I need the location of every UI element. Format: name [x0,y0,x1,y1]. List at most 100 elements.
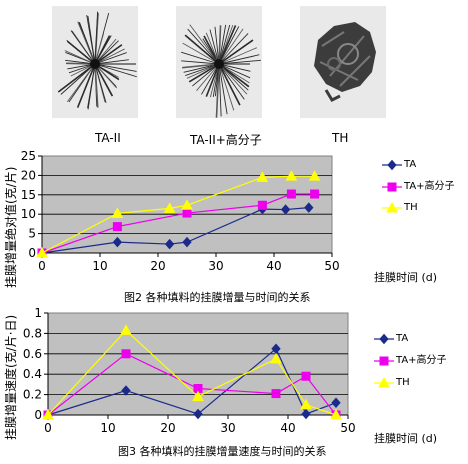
legend-label: TA+高分子 [404,181,455,192]
legend-marker [378,376,390,388]
strand [70,30,96,65]
y-tick-label: 0.8 [23,326,42,340]
y-tick-label: 0 [34,408,42,422]
strand [218,63,251,72]
strand [94,63,118,89]
strand [64,50,96,65]
data-point [164,238,175,250]
strand [94,38,117,65]
chart-fig2-xlabel: 挂膜时间 (d) [374,271,438,284]
strand [188,63,220,83]
strand [201,63,220,95]
strand [218,39,254,65]
chart-fig3: 0 0.2 0.4 0.6 0.8 1 0 10 20 30 40 50 [0,305,468,464]
data-point [163,202,176,213]
y-tick-label: 10 [21,207,36,221]
strand [181,60,220,65]
strand [214,26,220,65]
strand [218,63,235,111]
data-point [310,189,320,199]
strand [218,54,260,65]
data-point [271,389,281,399]
strand [65,59,96,65]
strand [94,63,137,78]
data-point [182,208,192,218]
strand [209,29,220,65]
y-tick-label: 0.4 [23,367,42,381]
core [214,59,224,69]
legend-label: TA+高分子 [396,355,447,366]
series-line [47,353,337,416]
x-tick-label: 20 [150,259,165,273]
data-point [301,408,311,420]
strand [86,15,96,65]
x-tick-label: 30 [208,259,223,273]
strand [185,63,220,76]
data-point [120,324,132,335]
strand [94,33,105,65]
strand [183,63,220,73]
data-point [182,236,192,248]
x-tick-label: 0 [38,259,46,273]
strand [66,40,96,65]
photo-ta2-polymer [176,6,262,118]
strand [218,59,261,65]
strand [182,63,220,69]
chart-fig2-svg: 0 5 10 15 20 25 0 10 20 30 40 50 [21,149,340,273]
y-tick-label: 0.2 [23,388,42,402]
strand [218,26,240,65]
strand [87,63,96,110]
chart-fig3-xlabel: 挂膜时间 (d) [374,432,438,445]
strand [189,24,220,65]
x-tick-label: 50 [324,259,339,273]
chart-fig3-caption: 图3 各种填料的挂膜增量速度与时间的关系 [118,445,327,458]
chart-fig2: 0 5 10 15 20 25 0 10 20 30 40 50 [0,149,468,300]
y-tick-label: 25 [21,149,36,163]
x-tick-label: 10 [92,259,107,273]
legend-label: TA [404,159,417,170]
series-line [47,347,337,416]
strand [94,48,125,65]
data-point [121,385,131,396]
strand [94,52,127,65]
data-point [331,397,341,409]
strand [77,21,96,65]
data-point [308,170,321,181]
data-point [112,236,123,248]
data-point [112,222,122,232]
strand [205,63,220,97]
strand [218,25,222,65]
strand [218,63,228,115]
carrier-burst-image [57,11,137,110]
x-tick-label: 30 [220,421,235,435]
y-tick-label: 5 [28,227,36,241]
core [90,59,100,69]
data-point [192,390,204,402]
strand [182,42,220,65]
chart-fig2-legend: TA TA+高分子 TH [382,156,462,216]
data-point [286,189,296,199]
strand [212,63,220,98]
chart-fig3-legend: TA TA+高分子 TH [374,330,464,392]
strand [94,63,114,97]
chart-fig3-ylabel: 挂膜增量速度(克/片·日) [4,314,18,440]
photo-ta2 [52,6,138,118]
strand [94,44,123,65]
data-point [111,207,124,218]
data-point [256,171,269,182]
y-tick-label: 0 [28,246,36,260]
chart-fig2-ylabel: 挂膜增量绝对值(克/片) [4,166,18,288]
data-point [181,199,193,210]
strand [218,63,245,100]
legend-label: TH [396,377,410,388]
legend-marker [386,201,398,213]
strand [184,34,220,65]
carrier-burst-image [181,24,261,118]
strand [94,63,107,103]
strand [76,63,96,108]
strand [192,63,220,87]
strand [94,63,99,108]
strand [218,24,227,65]
strand [57,63,96,93]
legend-label: TA [396,333,409,344]
